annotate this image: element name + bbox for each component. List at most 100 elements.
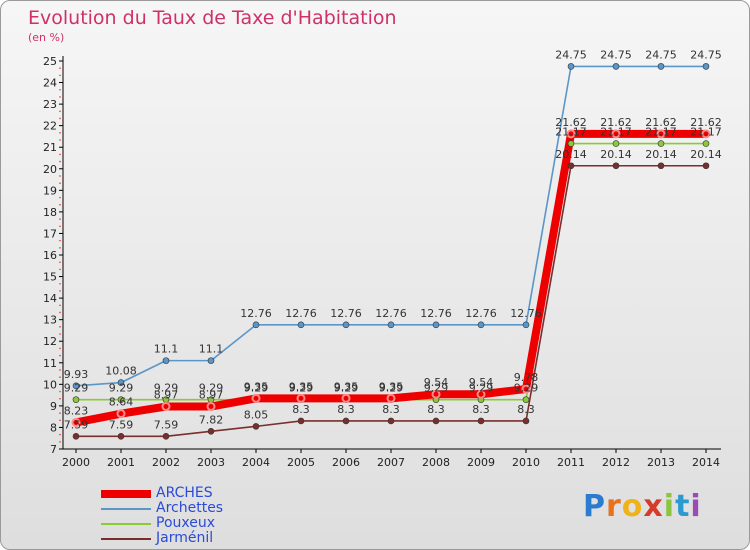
x-tick-label: 2000 [62,456,90,469]
y-minor-tick [59,397,61,400]
data-label-pouxeux: 9.29 [154,382,179,395]
x-tick-label: 2010 [512,456,540,469]
x-tick-label: 2011 [557,456,585,469]
data-label-archettes: 12.76 [510,307,542,320]
x-tick-labels: 2000 2001 2002 2003 2004 2005 2006 2007 2008 2009… [62,456,720,469]
data-point-jarmnil [567,162,575,170]
data-point-pouxeux [522,396,530,403]
y-minor-tick [59,175,61,177]
data-label-jarmnil: 8.3 [517,403,535,416]
data-label-arches: 21.62 [600,116,632,129]
series-line-archettes [75,65,706,387]
data-label-pouxeux: 9.29 [289,382,314,395]
data-label-arches: 9.35 [379,380,404,393]
legend-item-archettes: Archettes [101,500,301,517]
y-minor-tick [59,74,61,77]
legend: ARCHES Archettes Pouxeux Jarménil [101,485,301,547]
logo-letter: i [690,489,702,524]
data-label-arches: 9.54 [424,376,449,389]
data-label-archettes: 24.75 [645,48,677,61]
data-point-jarmnil [432,417,440,425]
y-tick-label: 10 [43,378,57,391]
series-points [71,63,711,440]
y-minor-tick [59,282,61,285]
data-label-archettes: 10.08 [105,365,137,378]
data-label-archettes: 12.76 [240,307,272,320]
data-point-jarmnil [612,162,620,170]
y-minor-tick [59,354,61,357]
y-tick-label: 23 [43,98,57,111]
y-minor-tick [59,139,61,141]
data-label-arches: 9.35 [244,380,269,393]
y-minor-tick [59,268,61,271]
y-minor-tick [59,290,61,292]
x-tick-label: 2001 [107,456,135,469]
data-point-archettes [477,321,485,329]
y-tick-label: 12 [43,335,57,348]
y-minor-tick [59,88,61,91]
data-point-arches [566,129,576,139]
data-point-jarmnil [162,432,170,440]
y-minor-tick [59,110,61,113]
data-label-jarmnil: 20.14 [555,148,587,161]
data-point-archettes [162,357,170,364]
data-label-arches: 8.64 [109,396,134,409]
data-label-jarmnil: 7.82 [199,413,224,426]
data-label-pouxeux: 9.29 [199,382,224,395]
y-minor-tick [59,196,61,199]
data-label-jarmnil: 20.14 [690,148,722,161]
data-label-jarmnil: 8.3 [337,403,355,416]
data-label-pouxeux: 9.29 [379,382,404,395]
y-tick-label: 16 [43,249,57,262]
data-point-archettes [342,321,350,329]
y-minor-tick [59,261,61,263]
data-label-jarmnil: 8.3 [427,403,445,416]
data-label-pouxeux: 9.29 [109,382,134,395]
data-point-jarmnil [657,162,665,170]
data-point-arches [701,129,711,139]
y-minor-tick [59,419,61,422]
y-minor-tick [59,412,61,414]
legend-swatch-jarmenil [101,538,151,540]
y-minor-tick [59,333,61,335]
x-tick-label: 2012 [602,456,630,469]
data-label-arches: 9.35 [289,380,314,393]
data-label-arches: 8.97 [154,389,179,402]
x-tick-label: 2002 [152,456,180,469]
data-point-archettes [207,357,215,364]
data-point-arches [206,402,216,412]
y-minor-tick [59,182,61,184]
y-minor-tick [59,132,61,134]
data-label-arches: 8.97 [199,389,224,402]
legend-item-arches: ARCHES [101,485,301,502]
data-label-archettes: 12.76 [420,307,452,320]
legend-item-pouxeux: Pouxeux [101,515,301,532]
data-label-archettes: 11.1 [154,343,179,356]
legend-swatch-archettes [101,508,151,510]
legend-item-jarmenil: Jarménil [101,530,301,547]
y-minor-tick [59,203,61,206]
data-label-pouxeux: 9.29 [514,382,539,395]
data-point-pouxeux [72,396,80,403]
data-point-arches [656,129,666,139]
logo-letter: i [663,489,676,524]
data-point-pouxeux [657,140,665,147]
y-tick-label: 9 [50,400,57,413]
data-label-arches: 8.23 [64,404,89,417]
y-tick-label: 7 [50,443,57,456]
data-label-pouxeux: 9.29 [469,382,494,395]
legend-label-archettes: Archettes [156,500,224,516]
logo-letter: P [583,489,606,524]
data-point-archettes [702,63,710,70]
data-label-pouxeux: 9.29 [64,382,89,395]
data-label-jarmnil: 7.59 [109,418,134,431]
data-label-pouxeux: 21.17 [645,126,677,139]
y-axis-unit: (en %) [28,31,65,44]
x-tick-label: 2008 [422,456,450,469]
data-point-jarmnil [297,417,305,425]
y-tick-label: 13 [43,314,57,327]
y-tick-label: 18 [43,206,57,219]
data-label-archettes: 24.75 [600,48,632,61]
